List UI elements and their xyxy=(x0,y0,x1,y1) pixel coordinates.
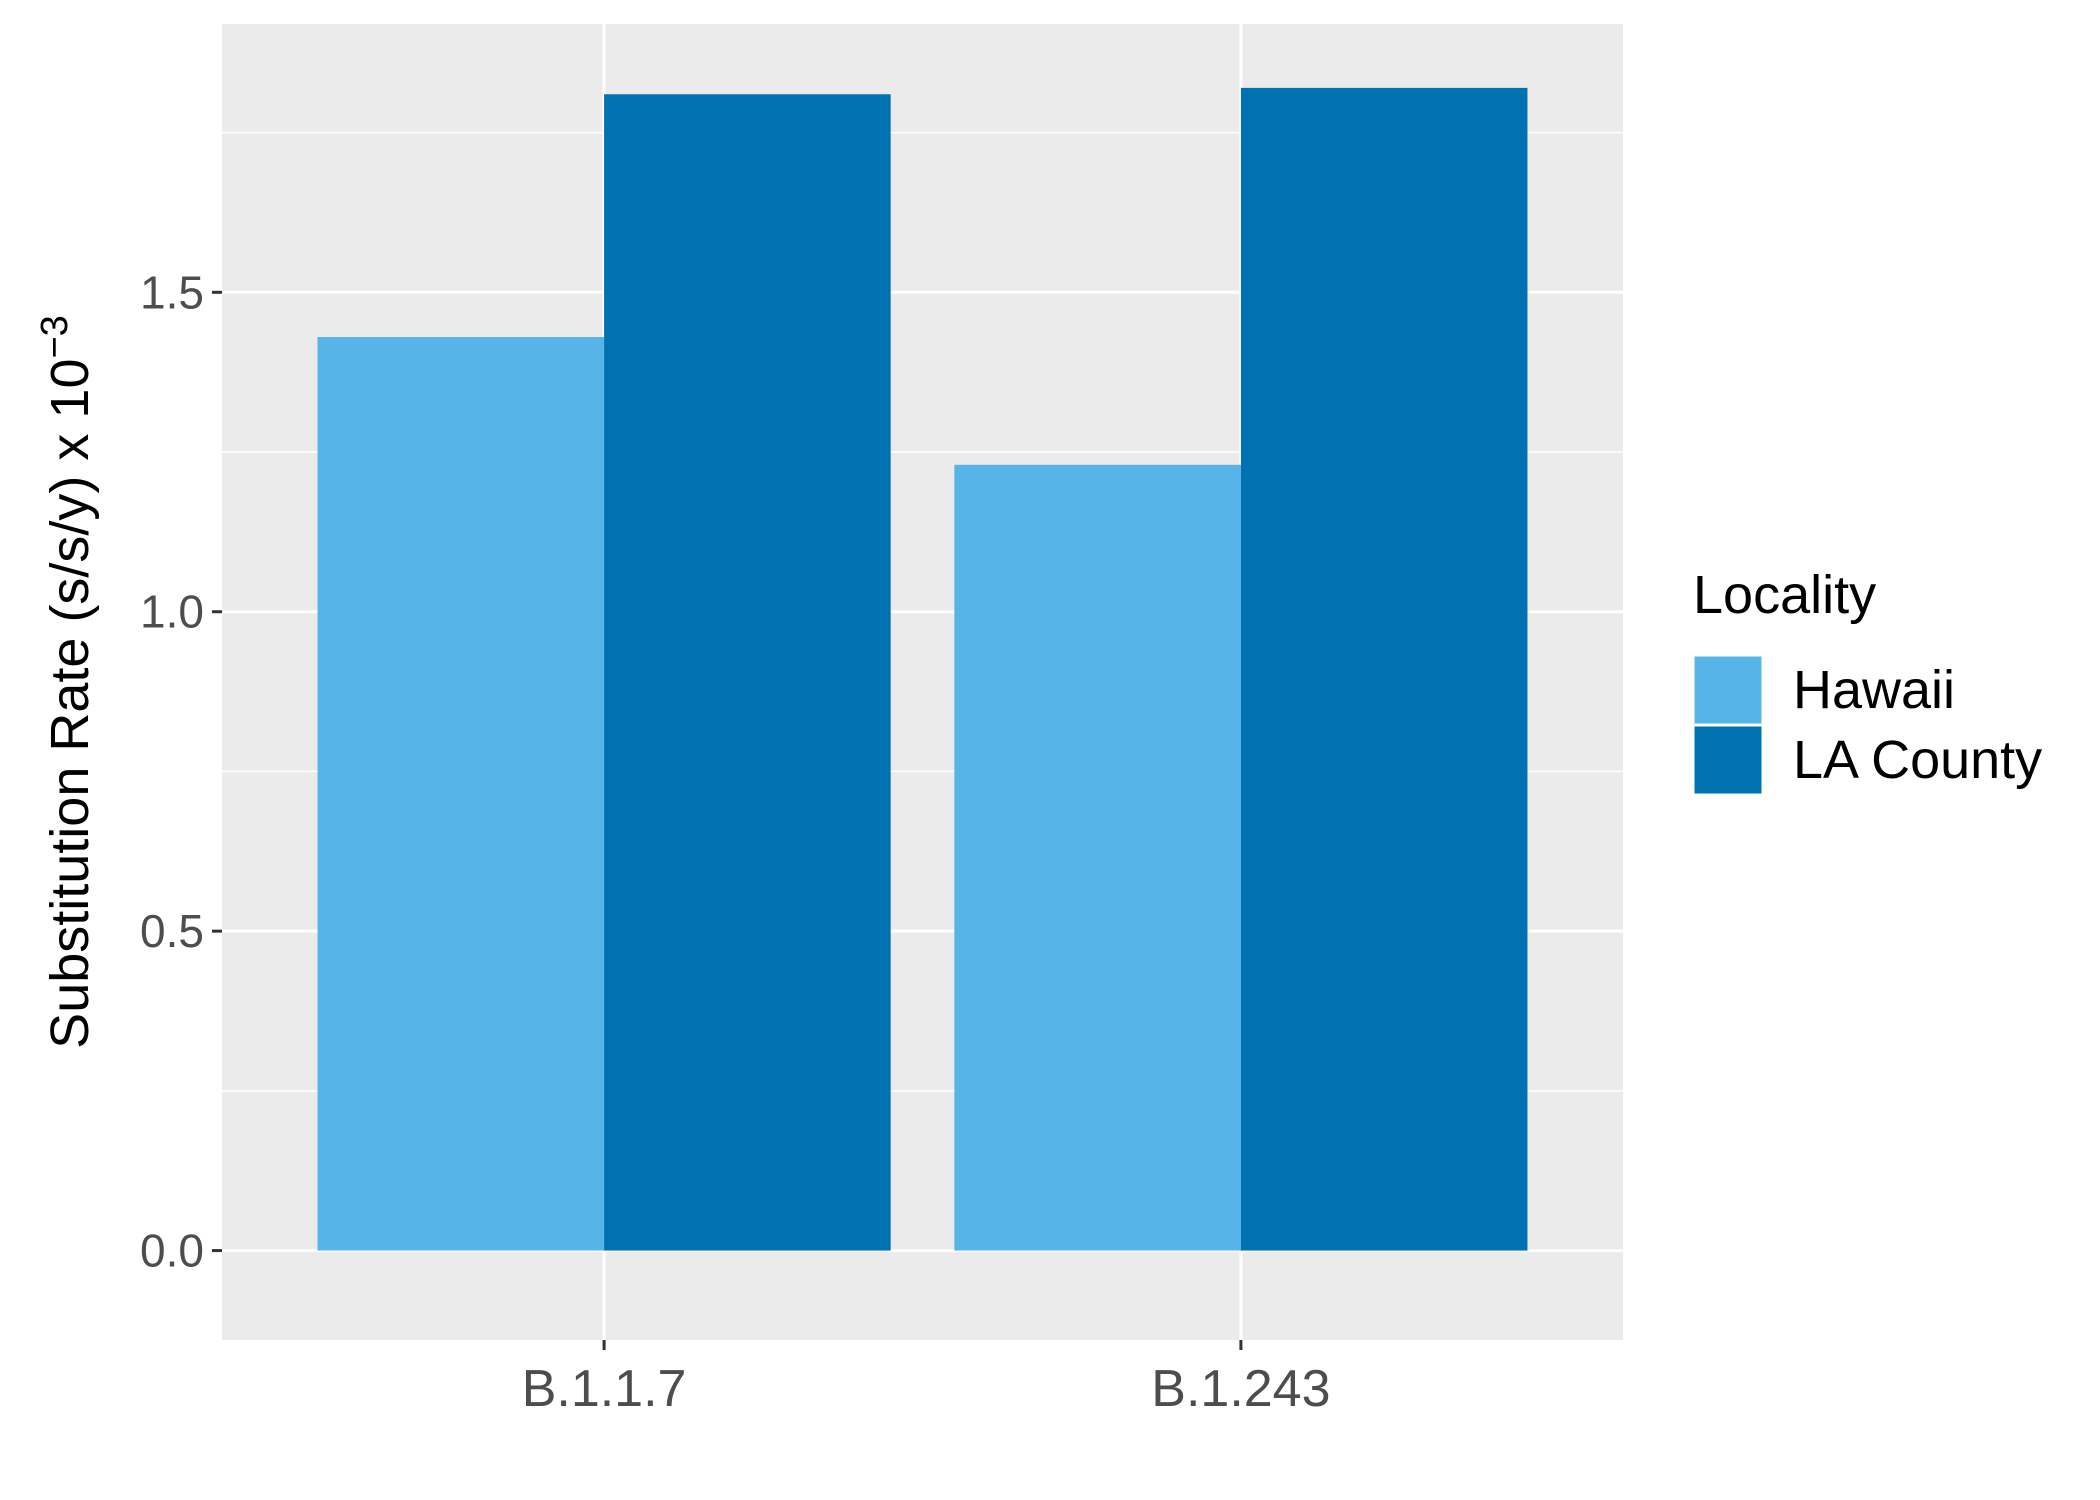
y-axis-title-exponent: −3 xyxy=(34,315,76,358)
y-axis-title-text: Substitution Rate (s/s/y) x 10 xyxy=(40,359,100,1049)
legend-title: Locality xyxy=(1693,565,1876,625)
bar-hawaii-B.1.243 xyxy=(954,464,1241,1251)
y-tick-label: 1.5 xyxy=(140,266,204,318)
bar-hawaii-B.1.1.7 xyxy=(317,337,605,1251)
legend-key-hawaii xyxy=(1691,653,1765,727)
y-tick-label: 1.0 xyxy=(140,586,204,638)
y-tick-label: 0.5 xyxy=(140,905,204,957)
bar-la-county-B.1.1.7 xyxy=(604,94,891,1251)
legend-label-hawaii: Hawaii xyxy=(1793,660,1955,720)
x-axis: B.1.1.7 B.1.243 xyxy=(522,1340,1331,1418)
legend-label-la-county: LA County xyxy=(1793,730,2042,790)
x-tick-label: B.1.243 xyxy=(1151,1360,1330,1418)
bars xyxy=(317,87,1528,1251)
y-axis-title: Substitution Rate (s/s/y) x 10−3 xyxy=(34,315,100,1049)
legend-key-la-county xyxy=(1691,723,1765,797)
y-axis: 0.0 0.5 1.0 1.5 xyxy=(140,266,222,1277)
x-tick-label: B.1.1.7 xyxy=(522,1360,687,1418)
legend: Locality Hawaii LA County xyxy=(1691,565,2042,797)
y-tick-label: 0.0 xyxy=(140,1225,204,1277)
bar-la-county-B.1.243 xyxy=(1240,87,1528,1251)
